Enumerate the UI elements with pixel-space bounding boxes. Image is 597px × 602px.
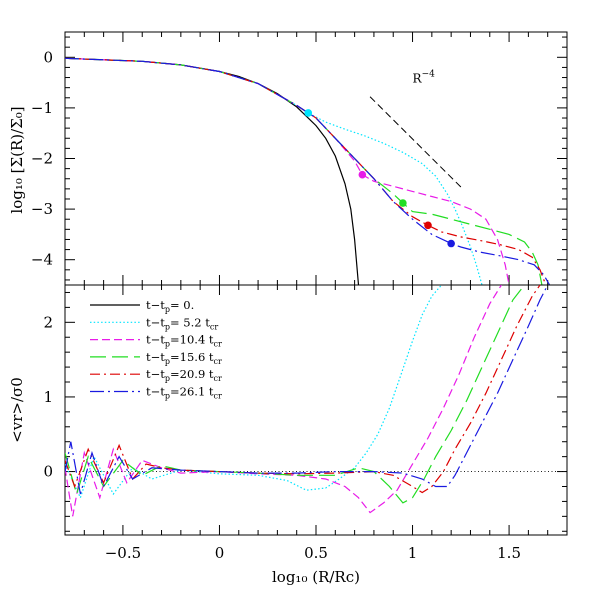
- top-frame: [64, 31, 568, 286]
- bottom-ytick-label: 2: [43, 313, 53, 331]
- bottom-xtick-label: −0.5: [105, 544, 141, 562]
- bottom-frame: [64, 284, 568, 536]
- top-marker-1: [358, 170, 367, 179]
- bottom-ylabel: <vr>/σ0: [8, 377, 26, 443]
- legend: t−tp= 0.t−tp= 5.2 tcr t−tp=10.4 tcrt−tp=1…: [90, 298, 222, 401]
- top-ylabel: log₁₀ [Σ(R)/Σ₀]: [8, 106, 26, 213]
- top-marker-4: [447, 239, 455, 248]
- bottom-xtick-label: 0.5: [304, 544, 328, 562]
- top-marker-0: [304, 109, 313, 117]
- top-ytick-label: 0: [43, 48, 53, 66]
- top-marker-3: [424, 221, 432, 230]
- top-panel: 0 −1 −2 −3 −4 R−4: [31, 31, 568, 286]
- legend-label-t26: t−tp=26.1 tcr: [146, 385, 222, 401]
- bottom-xtick-label: 1.5: [497, 544, 521, 562]
- slope-annotation: R−4: [413, 70, 436, 86]
- top-series-line-t26: [65, 57, 551, 285]
- bottom-panel: 012−0.5 0 0.5 1 1.5t−tp= 0.t−tp= 5.2 tcrt−tp…: [43, 284, 568, 562]
- top-series-group: [65, 57, 551, 285]
- bottom-series-line-t20: [65, 285, 541, 494]
- top-ytick-label: −2: [31, 150, 53, 168]
- legend-label-t15: t−tp=15.6 tcr: [146, 350, 222, 366]
- top-series-line-t0: [65, 57, 360, 285]
- legend-label-t10: t−tp=10.4 tcr: [146, 333, 222, 349]
- bottom-ytick-label: 1: [43, 388, 53, 406]
- top-series-line-t10: [65, 57, 510, 285]
- legend-label-t20: t−tp=20.9 tcr: [146, 367, 222, 383]
- bottom-xtick-label: 0: [215, 544, 225, 562]
- bottom-xtick-label: 1: [408, 544, 418, 562]
- top-series-line-t20: [65, 57, 547, 285]
- bottom-series-line-t15: [65, 285, 525, 504]
- xlabel: log₁₀ (R/Rc): [272, 568, 360, 586]
- top-ytick-label: −3: [31, 200, 53, 218]
- top-series-line-t15: [65, 57, 543, 285]
- top-ytick-label: −1: [31, 99, 53, 117]
- top-marker-2: [399, 199, 407, 207]
- top-ytick-label: −4: [31, 251, 53, 269]
- top-series-line-t5: [65, 57, 483, 285]
- legend-label-t5: t−tp= 5.2 tcr: [146, 315, 218, 331]
- bottom-series-line-t10: [65, 285, 502, 517]
- bottom-series-group: [65, 285, 549, 517]
- reference-slope-line: [369, 96, 464, 190]
- legend-label-t0: t−tp= 0.: [146, 298, 194, 314]
- axis-titles: log₁₀ [Σ(R)/Σ₀] <vr>/σ0 log₁₀ (R/Rc): [8, 106, 360, 586]
- bottom-ytick-label: 0: [43, 463, 53, 481]
- bottom-series-line-t26: [65, 285, 549, 495]
